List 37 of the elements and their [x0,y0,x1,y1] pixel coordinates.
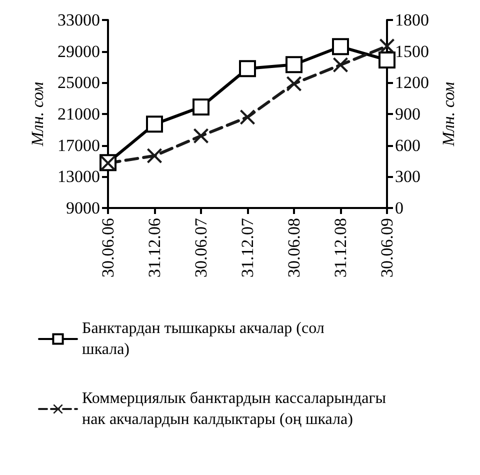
point [194,128,208,144]
y2-tick-label: 900 [395,104,420,124]
y2-tick-label: 0 [395,198,404,218]
point [332,38,349,56]
y2-tick-label: 1200 [395,73,429,92]
point [286,76,302,92]
x-tick-label: 30.06.07 [192,218,210,278]
x-tick-label: 31.12.06 [145,218,164,278]
y-tick-label: 25000 [58,73,100,92]
y2-tick-label: 1800 [395,10,429,30]
point [239,60,256,78]
x-tick-label: 30.06.08 [284,218,304,278]
y-tick-label: 33000 [58,10,100,30]
y-tick-label: 13000 [58,167,100,186]
x-tick-label: 30.06.09 [378,218,396,278]
point [240,110,255,125]
point [333,57,348,72]
y2-tick-label: 300 [395,167,420,186]
point [380,38,394,54]
point [147,148,162,164]
y-tick-label: 29000 [58,42,100,61]
x-tick-label: 31.12.08 [331,218,350,278]
y2-axis-title: Млн. сом [438,82,458,148]
y2-tick-label: 600 [395,136,420,155]
y-tick-label: 9000 [66,198,100,218]
legend-label: Банктардан тышкаркы акчалар (сол шкала) [82,320,324,358]
y-tick-label: 21000 [58,104,100,124]
y2-tick-label: 1500 [395,42,429,61]
y-tick-label: 17000 [58,136,100,155]
legend-label: Коммерциялык банктардын кассаларындагы нак акчалардын калдыктары (оң шкала) [82,390,386,428]
x-tick-label: 31.12.07 [238,218,257,278]
point [286,56,302,74]
point [146,116,163,133]
x-tick-label: 30.06.06 [98,218,118,278]
y-axis-title: Млн. сом [28,82,47,148]
point [378,51,396,68]
point [192,98,210,116]
